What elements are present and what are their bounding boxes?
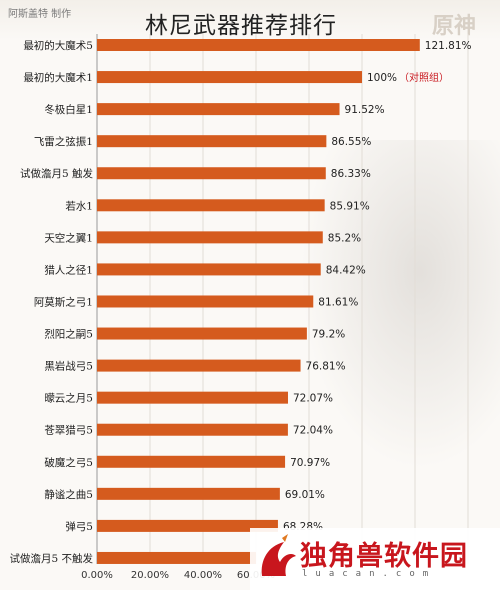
category-label: 最初的大魔术5 [23, 39, 93, 52]
category-label: 曚云之月5 [44, 392, 93, 405]
category-label: 飞雷之弦振1 [34, 135, 93, 148]
bar [97, 295, 314, 308]
bar [97, 455, 286, 468]
bar [97, 263, 321, 276]
category-label: 猎人之径1 [44, 263, 93, 276]
genshin-logo: 原神 [431, 13, 476, 39]
category-label: 冬极白星1 [44, 103, 93, 116]
category-label: 烈阳之嗣5 [44, 328, 93, 341]
value-label: 91.52% [345, 104, 385, 116]
value-label: 85.2% [328, 232, 361, 244]
site-watermark: 独角兽软件园 luacan.com [250, 528, 500, 590]
x-tick-label: 40.00% [184, 570, 222, 581]
character-art [300, 140, 500, 470]
bar [97, 103, 340, 116]
category-label: 阿莫斯之弓1 [34, 295, 93, 308]
category-label: 弹弓5 [65, 520, 93, 533]
bar [97, 359, 301, 372]
brand-name: 独角兽软件园 [300, 541, 468, 572]
x-tick-label: 20.00% [131, 570, 169, 581]
bar [97, 391, 288, 404]
value-label: 72.04% [293, 425, 333, 437]
category-label: 若水1 [65, 199, 93, 212]
bars [97, 39, 420, 564]
bar [97, 167, 326, 180]
bar [97, 487, 280, 500]
value-label: 86.33% [331, 168, 371, 180]
value-label: 69.01% [285, 489, 325, 501]
value-label: 86.55% [331, 136, 371, 148]
chart-title: 林尼武器推荐排行 [145, 13, 337, 39]
value-label: 79.2% [312, 329, 345, 341]
category-label: 苍翠猎弓5 [44, 424, 93, 437]
credit-text: 阿斯盖特 制作 [8, 9, 72, 20]
header-band [0, 0, 500, 40]
category-label: 试做澹月5 触发 [20, 167, 94, 180]
bar [97, 71, 362, 84]
category-label: 黑岩战弓5 [44, 360, 93, 373]
bar [97, 423, 288, 436]
bar [97, 135, 327, 148]
value-label: 72.07% [293, 393, 333, 405]
bar [97, 519, 278, 532]
value-label: 85.91% [330, 200, 370, 212]
value-label: 100% [367, 72, 397, 84]
category-label: 试做澹月5 不触发 [9, 552, 93, 565]
bar [97, 39, 420, 51]
value-label: 84.42% [326, 264, 366, 276]
category-label: 静谧之曲5 [44, 488, 93, 501]
brand-url: luacan.com [302, 569, 437, 579]
value-label: 76.81% [306, 361, 346, 373]
annotation-label: （对照组） [399, 71, 449, 84]
value-label: 81.61% [318, 296, 358, 308]
bar [97, 199, 325, 212]
labels: 0.00%20.00%40.00%60.00%最初的大魔术5121.81%最初的… [9, 39, 471, 581]
bar [97, 327, 307, 340]
unicorn-icon [261, 534, 296, 576]
bar [97, 231, 323, 244]
x-tick-label: 0.00% [81, 570, 113, 581]
category-label: 破魔之弓5 [44, 456, 93, 469]
value-label: 70.97% [290, 457, 330, 469]
value-label: 121.81% [425, 40, 472, 52]
category-label: 天空之翼1 [44, 231, 93, 244]
bar [97, 551, 256, 564]
category-label: 最初的大魔术1 [23, 71, 93, 84]
